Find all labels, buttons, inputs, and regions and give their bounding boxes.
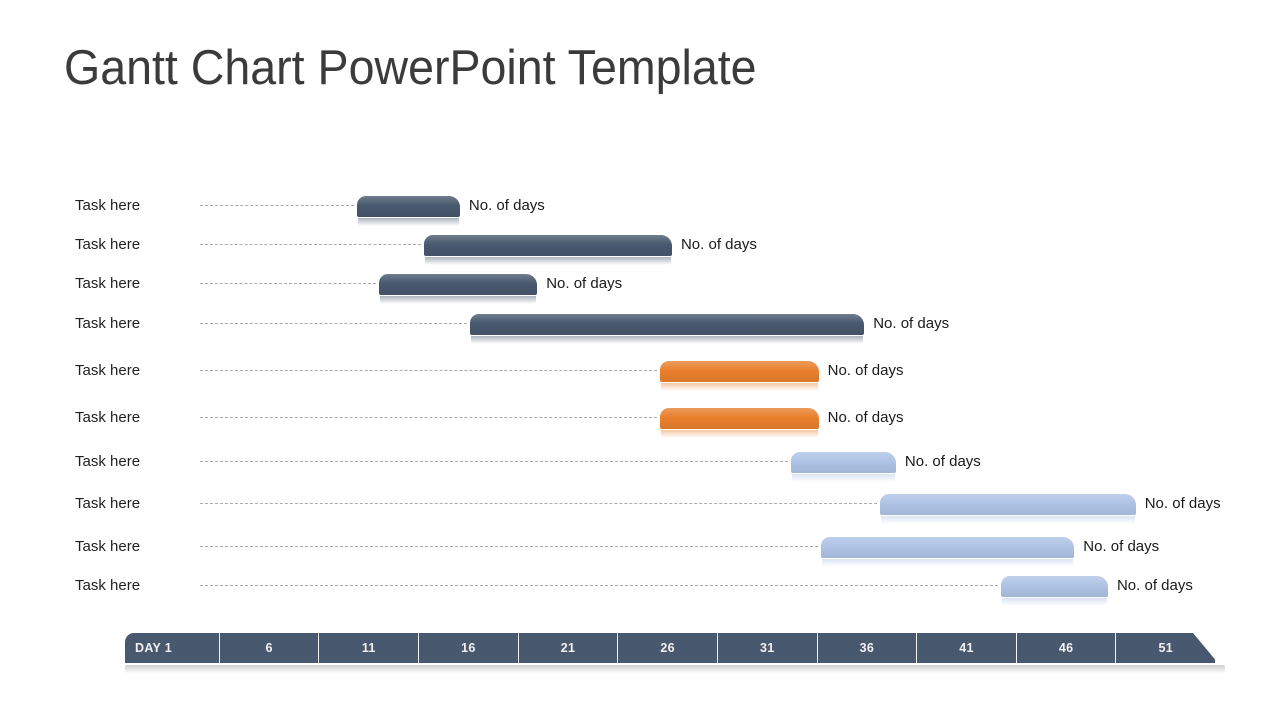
timeline-cell: 41 [917, 633, 1017, 663]
task-bar [378, 274, 538, 295]
task-bar-reflection [1001, 598, 1107, 606]
task-bar-reflection [379, 296, 537, 304]
timeline-tick-label: DAY 1 [135, 641, 172, 655]
task-bar-reflection [881, 516, 1135, 524]
task-label: Task here [75, 315, 141, 332]
bar-value-label: No. of days [468, 197, 545, 214]
leader-line [200, 503, 878, 504]
bar-value-label: No. of days [904, 453, 981, 470]
task-bar-reflection [357, 218, 459, 226]
bar-value-label: No. of days [1144, 495, 1221, 512]
timeline-tick-label: 41 [959, 641, 974, 655]
timeline-cell: 46 [1017, 633, 1117, 663]
task-label: Task here [75, 275, 141, 292]
task-bar [660, 361, 819, 382]
timeline-tick-label: 11 [361, 641, 376, 655]
timeline-cell: 11 [319, 633, 419, 663]
leader-line [200, 205, 354, 206]
leader-line [200, 323, 467, 324]
task-bar-reflection [821, 559, 1074, 567]
bar-value-label: No. of days [1083, 538, 1160, 555]
bar-value-label: No. of days [873, 315, 950, 332]
task-label: Task here [75, 453, 141, 470]
task-bar [790, 452, 896, 473]
bar-value-label: No. of days [546, 275, 623, 292]
leader-line [200, 283, 376, 284]
task-bar-reflection [661, 383, 818, 391]
timeline-cell: 26 [618, 633, 718, 663]
timeline-cell: 21 [519, 633, 619, 663]
task-bar-reflection [425, 257, 671, 265]
task-bar [469, 314, 865, 335]
bar-value-label: No. of days [827, 409, 904, 426]
leader-line [200, 417, 658, 418]
leader-line [200, 370, 658, 371]
task-label: Task here [75, 577, 141, 594]
slide-title: Gantt Chart PowerPoint Template [64, 41, 757, 95]
task-bar [424, 235, 672, 256]
timeline-tick-label: 36 [859, 641, 875, 655]
leader-line [200, 546, 818, 547]
task-bar-reflection [791, 474, 895, 482]
bar-value-label: No. of days [1116, 577, 1193, 594]
task-bar [1000, 576, 1108, 597]
timeline-cell: 36 [818, 633, 918, 663]
bar-value-label: No. of days [827, 362, 904, 379]
task-label: Task here [75, 362, 141, 379]
task-label: Task here [75, 538, 141, 555]
task-label: Task here [75, 495, 141, 512]
timeline-cell: DAY 1 [125, 633, 220, 663]
task-bar [820, 537, 1075, 558]
timeline-cell: 6 [220, 633, 320, 663]
timeline-tick-label: 16 [461, 641, 476, 655]
timeline-axis: DAY 1 6 11 16 21 26 31 36 41 46 51 [125, 633, 1215, 663]
timeline-cell: 31 [718, 633, 818, 663]
task-label: Task here [75, 409, 141, 426]
bar-value-label: No. of days [680, 236, 757, 253]
leader-line [200, 461, 788, 462]
timeline-reflection [125, 665, 1225, 674]
task-bar-reflection [470, 336, 864, 344]
leader-line [200, 244, 422, 245]
timeline-tick-label: 21 [560, 641, 576, 655]
task-bar [356, 196, 460, 217]
timeline-cell: 16 [419, 633, 519, 663]
task-label: Task here [75, 197, 141, 214]
task-bar [660, 408, 819, 429]
task-label: Task here [75, 236, 141, 253]
timeline-tick-label: 51 [1158, 641, 1174, 655]
timeline-tick-label: 46 [1058, 641, 1074, 655]
leader-line [200, 585, 998, 586]
timeline-tick-label: 26 [660, 641, 675, 655]
timeline-tick-label: 31 [760, 641, 775, 655]
task-bar-reflection [661, 430, 818, 438]
timeline-cell: 51 [1116, 633, 1215, 663]
task-bar [880, 494, 1136, 515]
timeline-tick-label: 6 [265, 641, 273, 655]
